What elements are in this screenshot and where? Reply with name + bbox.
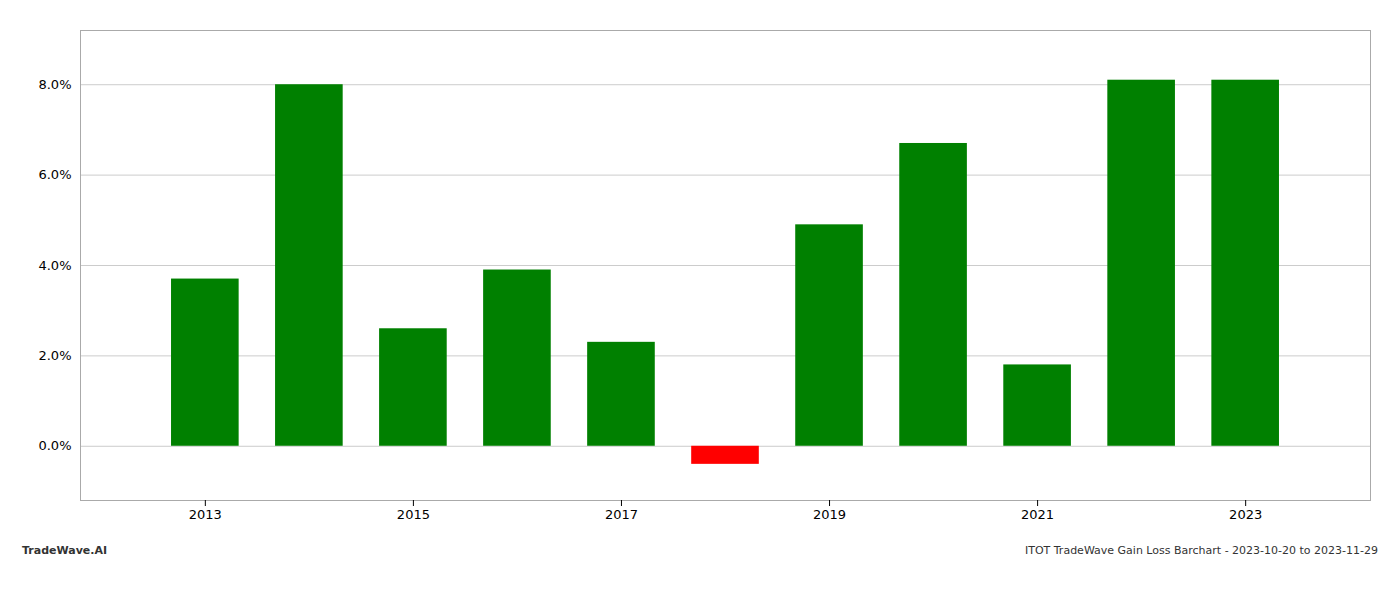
svg-text:6.0%: 6.0% (38, 167, 71, 182)
svg-text:2017: 2017 (605, 507, 638, 522)
html-text:TradeWave.AI: TradeWave.AI (22, 544, 108, 557)
svg-text:4.0%: 4.0% (38, 258, 71, 273)
html-text:ITOT TradeWave Gain Loss Barch: ITOT TradeWave Gain Loss Barchart - 2023… (1024, 544, 1378, 557)
svg-text:2013: 2013 (189, 507, 222, 522)
svg-text:2015: 2015 (397, 507, 430, 522)
svg-text:2019: 2019 (813, 507, 846, 522)
svg-text:8.0%: 8.0% (38, 77, 71, 92)
svg-text:2023: 2023 (1229, 507, 1262, 522)
svg-text:0.0%: 0.0% (38, 438, 71, 453)
svg-text:2021: 2021 (1021, 507, 1054, 522)
svg-text:2.0%: 2.0% (38, 348, 71, 363)
